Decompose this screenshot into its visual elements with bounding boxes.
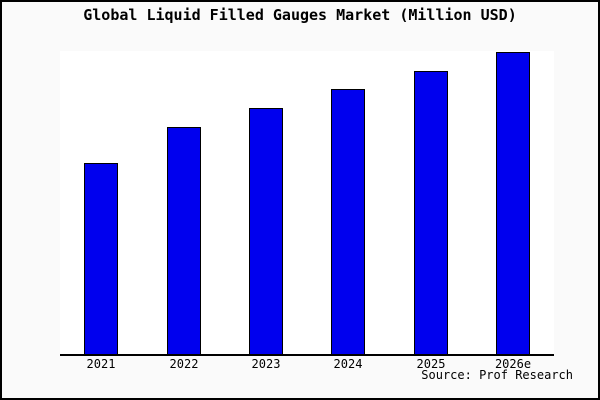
bar-2025 (414, 71, 448, 354)
x-tick-label-2024: 2024 (333, 357, 363, 371)
x-tick-label-2026e: 2026e (494, 357, 532, 371)
plot-area (60, 51, 554, 356)
x-tick-label-2022: 2022 (169, 357, 199, 371)
bar-2022 (167, 127, 201, 354)
chart-title: Global Liquid Filled Gauges Market (Mill… (83, 6, 517, 24)
source-note: Source: Prof Research (421, 368, 573, 382)
bar-2026e (496, 52, 530, 354)
bar-2021 (84, 163, 118, 354)
x-tick-label-2025: 2025 (416, 357, 446, 371)
bar-2024 (331, 89, 365, 354)
x-tick-label-2021: 2021 (86, 357, 116, 371)
x-tick-label-2023: 2023 (251, 357, 281, 371)
bar-2023 (249, 108, 283, 354)
